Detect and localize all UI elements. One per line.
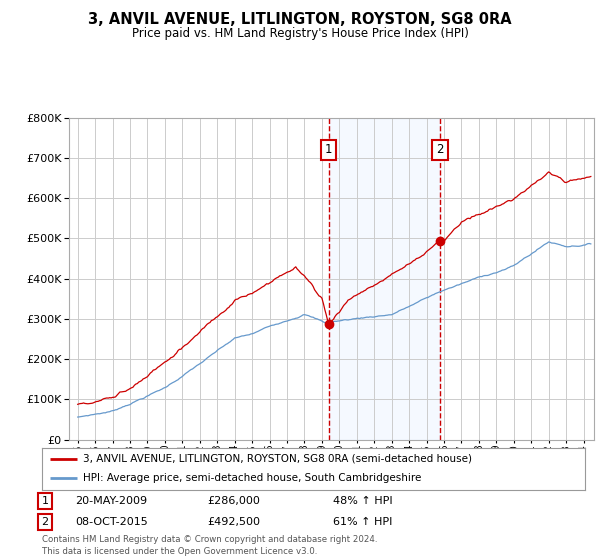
Bar <box>329 118 440 440</box>
Text: 3, ANVIL AVENUE, LITLINGTON, ROYSTON, SG8 0RA: 3, ANVIL AVENUE, LITLINGTON, ROYSTON, SG… <box>88 12 512 27</box>
Text: 20-MAY-2009: 20-MAY-2009 <box>75 496 147 506</box>
Text: 1: 1 <box>41 496 49 506</box>
Text: 2: 2 <box>41 517 49 527</box>
Text: 2: 2 <box>436 143 444 156</box>
Text: 48% ↑ HPI: 48% ↑ HPI <box>333 496 392 506</box>
Text: £286,000: £286,000 <box>207 496 260 506</box>
Text: 08-OCT-2015: 08-OCT-2015 <box>75 517 148 527</box>
Text: £492,500: £492,500 <box>207 517 260 527</box>
Text: HPI: Average price, semi-detached house, South Cambridgeshire: HPI: Average price, semi-detached house,… <box>83 473 421 483</box>
Text: 1: 1 <box>325 143 332 156</box>
Text: Price paid vs. HM Land Registry's House Price Index (HPI): Price paid vs. HM Land Registry's House … <box>131 27 469 40</box>
Text: Contains HM Land Registry data © Crown copyright and database right 2024.
This d: Contains HM Land Registry data © Crown c… <box>42 535 377 556</box>
Text: 61% ↑ HPI: 61% ↑ HPI <box>333 517 392 527</box>
Text: 3, ANVIL AVENUE, LITLINGTON, ROYSTON, SG8 0RA (semi-detached house): 3, ANVIL AVENUE, LITLINGTON, ROYSTON, SG… <box>83 454 472 464</box>
